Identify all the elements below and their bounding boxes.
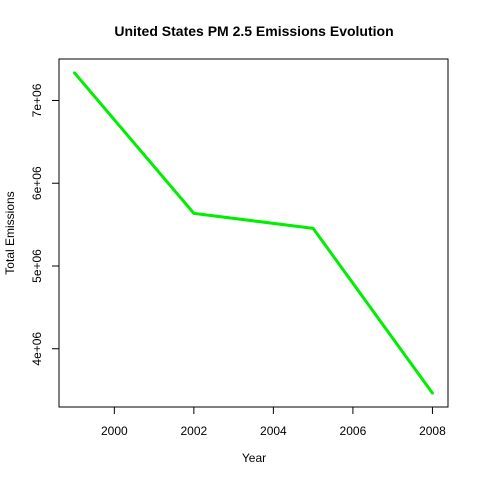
series-layer: [73, 71, 434, 395]
x-tick-label: 2006: [340, 424, 367, 438]
x-tick-label: 2004: [260, 424, 287, 438]
x-tick-label: 2008: [419, 424, 446, 438]
x-tick-label: 2000: [101, 424, 128, 438]
y-tick-label: 5e+06: [30, 249, 44, 283]
plot-frame: [58, 58, 449, 408]
series-line: [73, 71, 434, 395]
x-axis: 2000 2002 2004 2006 2008: [101, 406, 446, 438]
chart-title: United States PM 2.5 Emissions Evolution: [114, 23, 393, 39]
y-axis: 4e+06 5e+06 6e+06 7e+06: [30, 83, 60, 366]
x-axis-label: Year: [242, 451, 266, 465]
y-tick-label: 6e+06: [30, 166, 44, 200]
y-tick-label: 7e+06: [30, 83, 44, 117]
y-tick-label: 4e+06: [30, 332, 44, 366]
x-tick-label: 2002: [181, 424, 208, 438]
y-axis-label: Total Emissions: [3, 191, 17, 274]
